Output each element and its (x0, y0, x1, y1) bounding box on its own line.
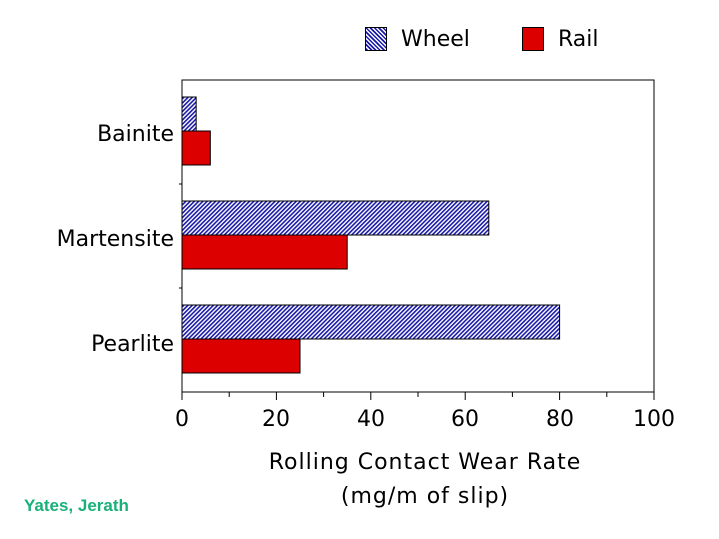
legend-rail: Rail (522, 24, 599, 54)
x-tick-label: 60 (451, 407, 479, 432)
bar-rail-bainite (181, 130, 211, 166)
x-axis-title: Rolling Contact Wear Rate (268, 450, 582, 475)
category-label-bainite: Bainite (97, 122, 174, 147)
bar-group (181, 96, 561, 374)
bar-rail-pearlite (181, 338, 301, 374)
category-label-martensite: Martensite (56, 227, 174, 252)
legend-wheel: Wheel (365, 24, 470, 54)
bar-wheel-bainite (181, 96, 197, 132)
x-tick-label: 80 (546, 407, 574, 432)
axes (179, 79, 655, 400)
bar-wheel-pearlite (181, 304, 561, 340)
legend-rail-label: Rail (558, 26, 599, 52)
bar-rail-martensite (181, 234, 348, 270)
legend-wheel-swatch (365, 27, 387, 51)
bar-wheel-martensite (181, 200, 490, 236)
x-axis-unit: (mg/m of slip) (340, 484, 510, 509)
source-credit: Yates, Jerath (24, 496, 129, 515)
x-tick-label: 100 (633, 407, 675, 432)
x-tick-label: 20 (262, 407, 290, 432)
category-label-pearlite: Pearlite (91, 332, 174, 357)
x-tick-label: 40 (357, 407, 385, 432)
x-tick-label: 0 (175, 407, 189, 432)
legend-wheel-label: Wheel (401, 26, 470, 52)
legend-rail-swatch (522, 27, 544, 51)
